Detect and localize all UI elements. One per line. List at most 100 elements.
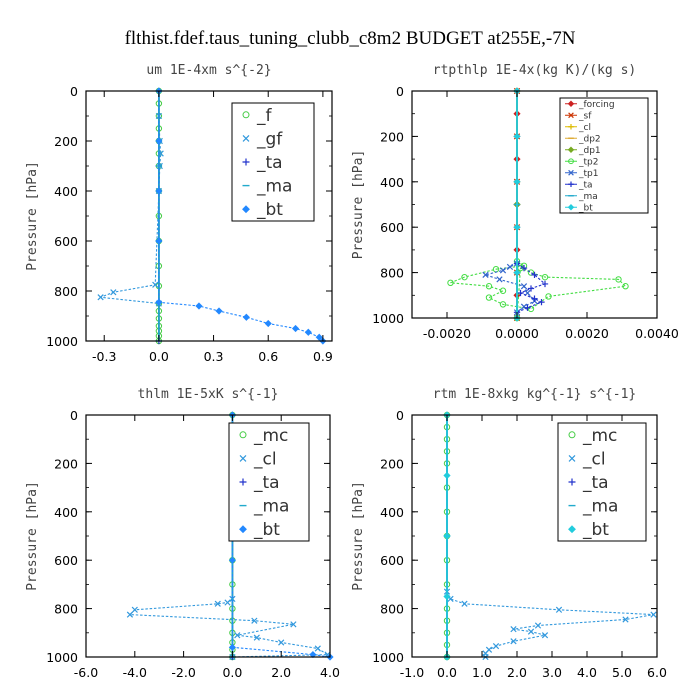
legend-label: _ta [253, 473, 280, 493]
panel-4: rtm 1E-8xkg kg^{-1} s^{-1} Pressure [hPa]… [351, 387, 667, 680]
data-point [234, 632, 241, 639]
data-point [496, 276, 503, 283]
data-point [513, 178, 521, 186]
data-point [524, 304, 531, 311]
y-tick-label: 600 [380, 220, 404, 235]
legend-item: _ta [565, 180, 593, 190]
y-tick-label: 600 [54, 553, 78, 568]
data-point [541, 273, 549, 281]
legend-label: _mc [253, 426, 288, 446]
x-tick-label: 6.0 [647, 665, 667, 680]
y-axis-label: Pressure [hPa] [25, 481, 40, 591]
legend-label: _dp1 [578, 146, 601, 156]
legend-label: _cl [578, 123, 591, 133]
legend-marker [568, 112, 574, 119]
legend-item: _ma [242, 177, 292, 197]
data-point [290, 621, 297, 628]
y-axis-label: Pressure [hPa] [351, 150, 366, 260]
legend-label: _ma [253, 497, 289, 517]
legend-marker [242, 158, 250, 166]
legend-marker [568, 169, 574, 176]
legend-item: _bt [239, 520, 280, 540]
data-point [650, 611, 657, 618]
y-tick-label: 600 [380, 553, 404, 568]
data-point [513, 223, 521, 231]
x-tick-label: 1.0 [472, 665, 492, 680]
figure-title: flthist.fdef.taus_tuning_clubb_c8m2 BUDG… [125, 28, 576, 49]
data-point [520, 283, 528, 290]
y-tick-label: 1000 [372, 311, 404, 326]
legend-label: _tp1 [578, 169, 598, 179]
series-line [100, 115, 162, 305]
y-tick-label: 400 [380, 505, 404, 520]
x-tick-label: 2.0 [271, 665, 291, 680]
legend-label: _f [256, 106, 273, 126]
legend-marker [568, 158, 574, 165]
panel-1: um 1E-4xm s^{-2} Pressure [hPa] 0 200 400 600… [25, 63, 333, 364]
legend-item: _cl [568, 449, 606, 469]
data-point [242, 313, 250, 321]
legend-item: _cl [565, 123, 591, 133]
y-tick-label: 600 [54, 234, 78, 249]
data-point [461, 273, 468, 281]
legend: _f _gf _ta _ma _bt [231, 102, 315, 222]
legend-label: _ta [582, 473, 609, 493]
legend-box [559, 97, 649, 214]
legend-label: _ta [256, 153, 283, 173]
data-point [485, 283, 493, 290]
data-point [499, 267, 507, 274]
legend-label: _cl [253, 449, 277, 469]
x-tick-label: 3.0 [542, 665, 562, 680]
data-point [309, 651, 317, 659]
legend-marker [568, 181, 574, 188]
legend-item: _mc [568, 426, 617, 446]
series-ta [513, 260, 549, 316]
data-point [443, 471, 451, 480]
x-tick-label: 0.0 [222, 665, 242, 680]
data-point [195, 302, 203, 310]
legend-item: _bt [242, 200, 283, 220]
data-point [510, 638, 517, 645]
data-point [155, 187, 163, 195]
data-point [314, 645, 321, 652]
data-point [513, 269, 521, 277]
data-point [534, 622, 542, 629]
legend-item: _ta [239, 473, 280, 493]
series-tp2 [447, 258, 629, 322]
legend-item: _mc [239, 426, 288, 446]
data-point [253, 634, 260, 641]
legend-marker [568, 478, 576, 486]
data-point [224, 599, 231, 606]
legend-marker [568, 525, 576, 534]
data-point [499, 301, 507, 308]
panel-title: um 1E-4xm s^{-2} [146, 63, 271, 78]
data-point [278, 639, 285, 646]
data-point [291, 324, 300, 333]
series-line [450, 260, 627, 319]
y-tick-label: 0 [70, 84, 78, 99]
series-line [128, 598, 330, 658]
legend-label: _bt [578, 203, 593, 213]
y-tick-label: 1000 [46, 334, 78, 349]
legend-item: _gf [242, 129, 283, 149]
data-point [131, 606, 138, 613]
legend-item: _ma [239, 497, 289, 517]
data-point [228, 556, 236, 564]
x-tick-label: -0.0020 [423, 326, 471, 341]
x-tick-label: 5.0 [612, 665, 632, 680]
y-tick-label: 1000 [372, 650, 404, 665]
y-tick-label: 200 [54, 134, 78, 149]
x-tick-label: -2.0 [171, 665, 195, 680]
x-tick-label: -6.0 [74, 665, 98, 680]
data-point [622, 283, 629, 290]
data-point [527, 628, 535, 635]
data-point [443, 592, 451, 601]
legend: _forcing_sf _cl_dp2 _dp1_tp2 _tp1_ta _ma_bt [559, 97, 649, 214]
data-point [545, 293, 552, 300]
data-point [527, 285, 535, 292]
series-gf [97, 112, 164, 307]
x-tick-label: 0.0 [437, 665, 457, 680]
legend-label: _ma [582, 497, 618, 517]
legend-label: _bt [253, 520, 280, 540]
